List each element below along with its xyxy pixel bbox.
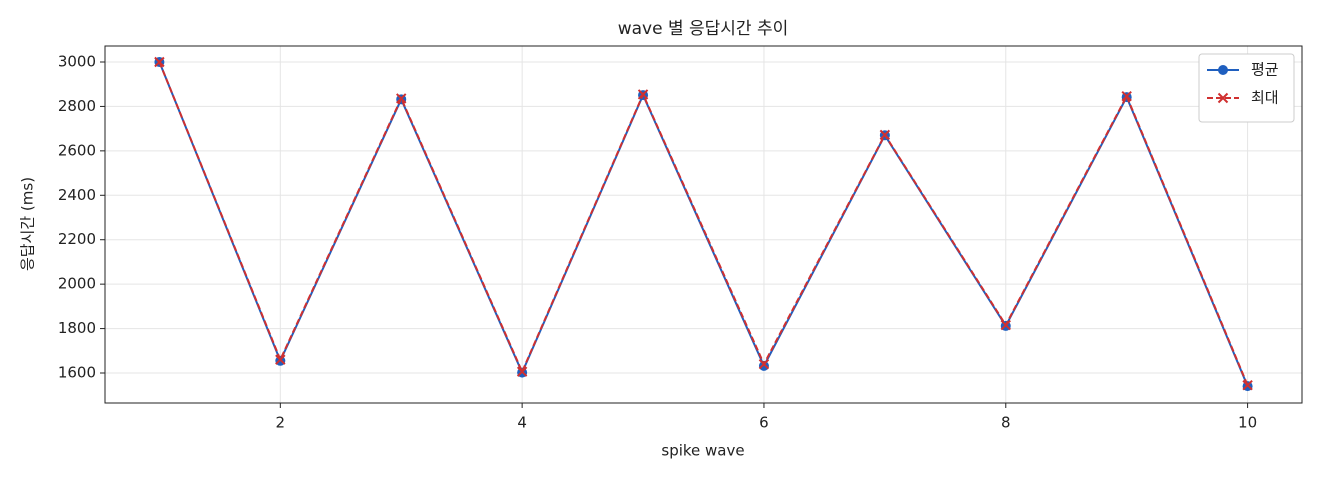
- point: [275, 354, 286, 365]
- legend-box: [1198, 53, 1295, 123]
- line: [158, 61, 1249, 387]
- series: [154, 56, 1253, 391]
- point: [879, 129, 891, 141]
- y-tick-label: 3000: [58, 52, 96, 70]
- point: [1121, 90, 1132, 102]
- x-tick-label: 8: [1001, 414, 1011, 432]
- x-tick-label: 2: [276, 414, 286, 432]
- point: [1000, 319, 1011, 331]
- point: [396, 93, 407, 104]
- y-tick-label: 2600: [58, 141, 96, 159]
- series: [154, 56, 1253, 392]
- line: [158, 61, 1249, 386]
- y-axis-label: 응답시간 (ms): [19, 177, 37, 271]
- legend-label: 평균: [1251, 61, 1279, 79]
- point: [516, 366, 528, 377]
- x-tick-label: 6: [759, 414, 769, 432]
- point: [1242, 380, 1253, 391]
- plot-frame: [104, 45, 1303, 404]
- y-tick-label: 2800: [58, 97, 96, 115]
- y-tick-label: 1600: [58, 364, 96, 382]
- x-axis-label: spike wave: [661, 442, 744, 460]
- point: [637, 89, 649, 100]
- x-tick-label: 4: [517, 414, 527, 432]
- legend-marker: [1217, 92, 1229, 104]
- y-tick-label: 2200: [58, 230, 96, 248]
- point: [154, 56, 165, 68]
- y-tick-label: 2400: [58, 186, 96, 204]
- legend-label: 최대: [1251, 89, 1279, 107]
- x-tick-label: 10: [1238, 414, 1257, 432]
- legend-marker: [1218, 65, 1228, 75]
- point: [758, 358, 770, 370]
- chart-title: wave 별 응답시간 추이: [618, 19, 789, 39]
- y-tick-label: 2000: [58, 275, 96, 293]
- y-tick-label: 1800: [58, 319, 96, 337]
